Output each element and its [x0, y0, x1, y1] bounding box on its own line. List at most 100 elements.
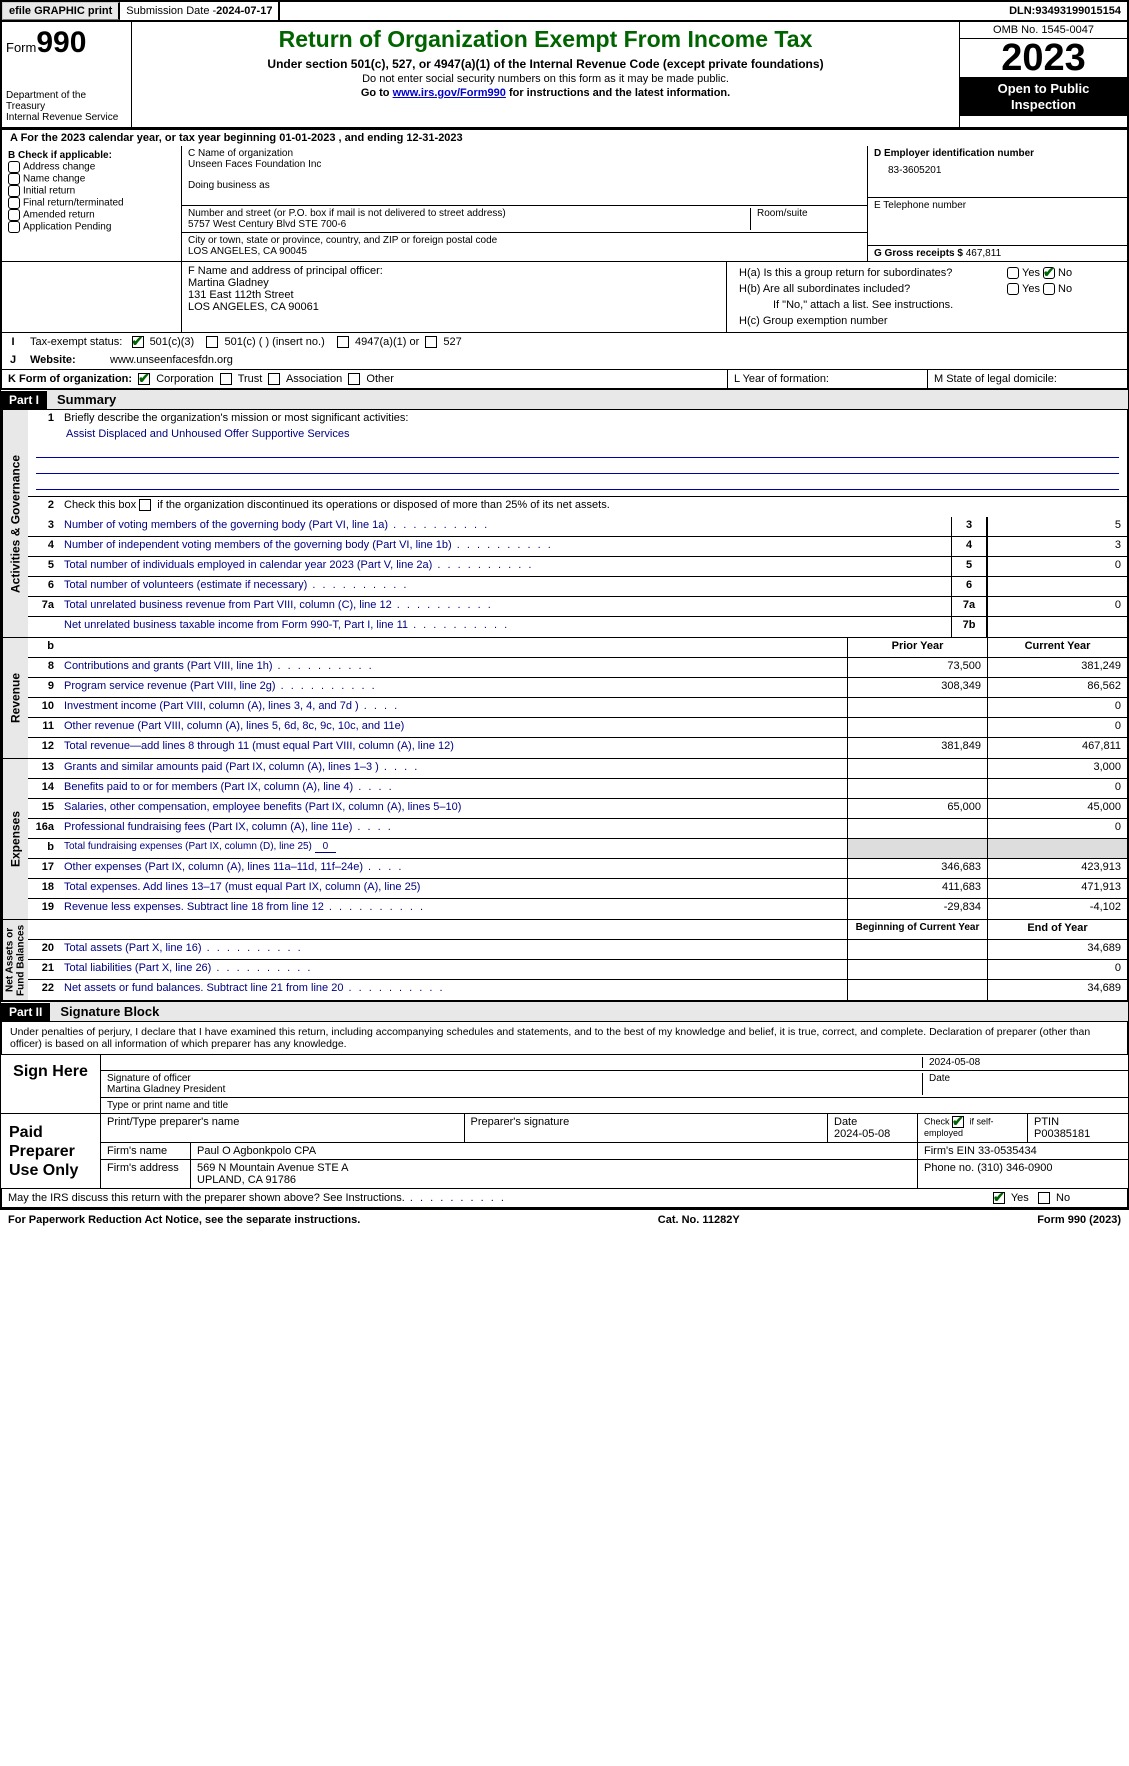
submission-label: Submission Date -: [126, 5, 216, 17]
receipts-label: G Gross receipts $: [874, 248, 966, 259]
line-num: 15: [28, 799, 60, 818]
fundraising-exp-val: 0: [315, 841, 337, 853]
goto-post: for instructions and the latest informat…: [506, 87, 730, 99]
hb-yes-checkbox[interactable]: [1007, 283, 1019, 295]
officer-name-title: Martina Gladney President: [107, 1084, 922, 1095]
h-a-yn: Yes No: [1001, 265, 1121, 281]
curr-val: 0: [987, 779, 1127, 798]
cb-address[interactable]: Address change: [8, 161, 175, 173]
efile-print-button[interactable]: efile GRAPHIC print: [2, 2, 120, 20]
curr-val: -4,102: [987, 899, 1127, 919]
box-b: B Check if applicable: Address change Na…: [2, 146, 182, 261]
firm-name: Paul O Agbonkpolo CPA: [191, 1143, 918, 1159]
line-desc: Total expenses. Add lines 13–17 (must eq…: [60, 879, 847, 898]
cb-527[interactable]: [425, 336, 437, 348]
h-note: If "No," attach a list. See instructions…: [733, 297, 1121, 313]
phone-cell: E Telephone number: [868, 198, 1127, 246]
form-header: Form990 Department of the Treasury Inter…: [0, 22, 1129, 127]
cb-501c3[interactable]: [132, 336, 144, 348]
part2-header: Part II Signature Block: [0, 1001, 1129, 1022]
boy-val: [847, 960, 987, 979]
ein-value: 83-3605201: [874, 159, 1121, 182]
cb-501c[interactable]: [206, 336, 218, 348]
mission-line: [36, 442, 1119, 458]
line-num: b: [28, 638, 60, 657]
cb-label: Final return/terminated: [23, 198, 124, 209]
no-label: No: [1058, 283, 1072, 295]
discuss-yes: Yes: [1011, 1192, 1029, 1204]
line-box: 3: [951, 517, 987, 536]
opt-trust: Trust: [238, 373, 263, 385]
firm-ein-label: Firm's EIN: [924, 1145, 975, 1157]
cb-other[interactable]: [348, 373, 360, 385]
vtab-revenue: Revenue: [2, 638, 28, 758]
cb-assoc[interactable]: [268, 373, 280, 385]
line-num: 7a: [28, 597, 60, 616]
ha-no-checkbox[interactable]: [1043, 267, 1055, 279]
box-b-title: B Check if applicable:: [8, 150, 175, 161]
line-desc: Other expenses (Part IX, column (A), lin…: [60, 859, 847, 878]
line-1-desc: Briefly describe the organization's miss…: [60, 410, 1127, 426]
open-public: Open to Public Inspection: [960, 77, 1127, 116]
cb-discontinued[interactable]: [139, 499, 151, 511]
line-val: 0: [987, 557, 1127, 576]
label-i: I: [2, 333, 24, 351]
curr-val: 86,562: [987, 678, 1127, 697]
current-year-hdr: Current Year: [987, 638, 1127, 657]
firm-addr1: 569 N Mountain Avenue STE A: [197, 1162, 911, 1174]
line-desc: Grants and similar amounts paid (Part IX…: [60, 759, 847, 778]
firm-addr2: UPLAND, CA 91786: [197, 1174, 911, 1186]
eoy-val: 0: [987, 960, 1127, 979]
prior-val: 411,683: [847, 879, 987, 898]
opt-501c: 501(c) ( ) (insert no.): [224, 336, 324, 348]
cb-self-employed[interactable]: [952, 1116, 964, 1128]
line-num: [28, 920, 60, 939]
part1-num: Part I: [1, 391, 47, 409]
mission-text: Assist Displaced and Unhoused Offer Supp…: [28, 426, 1127, 442]
part2-title: Signature Block: [50, 1002, 1128, 1021]
prior-val: [847, 779, 987, 798]
line-num: 21: [28, 960, 60, 979]
line-num: 11: [28, 718, 60, 737]
form-prefix: Form: [6, 40, 36, 55]
line-a-pre: A For the 2023 calendar year, or tax yea…: [10, 132, 279, 144]
firm-addr-label: Firm's address: [101, 1160, 191, 1188]
firm-phone: (310) 346-0900: [977, 1162, 1052, 1174]
addr-value: 5757 West Century Blvd STE 700-6: [188, 219, 744, 230]
cb-4947[interactable]: [337, 336, 349, 348]
cb-trust[interactable]: [220, 373, 232, 385]
line-num: 13: [28, 759, 60, 778]
firm-name-label: Firm's name: [101, 1143, 191, 1159]
form-title: Return of Organization Exempt From Incom…: [142, 26, 949, 53]
line-num: 22: [28, 980, 60, 1000]
header-center: Return of Organization Exempt From Incom…: [132, 22, 959, 127]
perjury-text: Under penalties of perjury, I declare th…: [0, 1022, 1129, 1054]
line-desc: Other revenue (Part VIII, column (A), li…: [60, 718, 847, 737]
prior-val: 65,000: [847, 799, 987, 818]
cb-discuss-no[interactable]: [1038, 1192, 1050, 1204]
blank: [60, 638, 847, 657]
ha-yes-checkbox[interactable]: [1007, 267, 1019, 279]
website-label: Website:: [24, 351, 104, 369]
hb-no-checkbox[interactable]: [1043, 283, 1055, 295]
line-desc: Number of voting members of the governin…: [60, 517, 951, 536]
cb-discuss-yes[interactable]: [993, 1192, 1005, 1204]
cb-amended[interactable]: Amended return: [8, 209, 175, 221]
cb-name[interactable]: Name change: [8, 173, 175, 185]
line-num: 6: [28, 577, 60, 596]
yes-label: Yes: [1022, 283, 1040, 295]
cb-corp[interactable]: [138, 373, 150, 385]
cb-final[interactable]: Final return/terminated: [8, 197, 175, 209]
year-formation: L Year of formation:: [727, 370, 927, 388]
line-num: b: [28, 839, 60, 858]
irs-link[interactable]: www.irs.gov/Form990: [393, 87, 506, 99]
city-value: LOS ANGELES, CA 90045: [188, 246, 861, 257]
cb-pending[interactable]: Application Pending: [8, 221, 175, 233]
line-desc: Net assets or fund balances. Subtract li…: [60, 980, 847, 1000]
line-box: 7a: [951, 597, 987, 616]
cb-label: Application Pending: [23, 222, 111, 233]
cb-initial[interactable]: Initial return: [8, 185, 175, 197]
ein-cell: D Employer identification number 83-3605…: [868, 146, 1127, 198]
prior-val: [847, 759, 987, 778]
line-a-begin: 01-01-2023: [279, 132, 335, 144]
